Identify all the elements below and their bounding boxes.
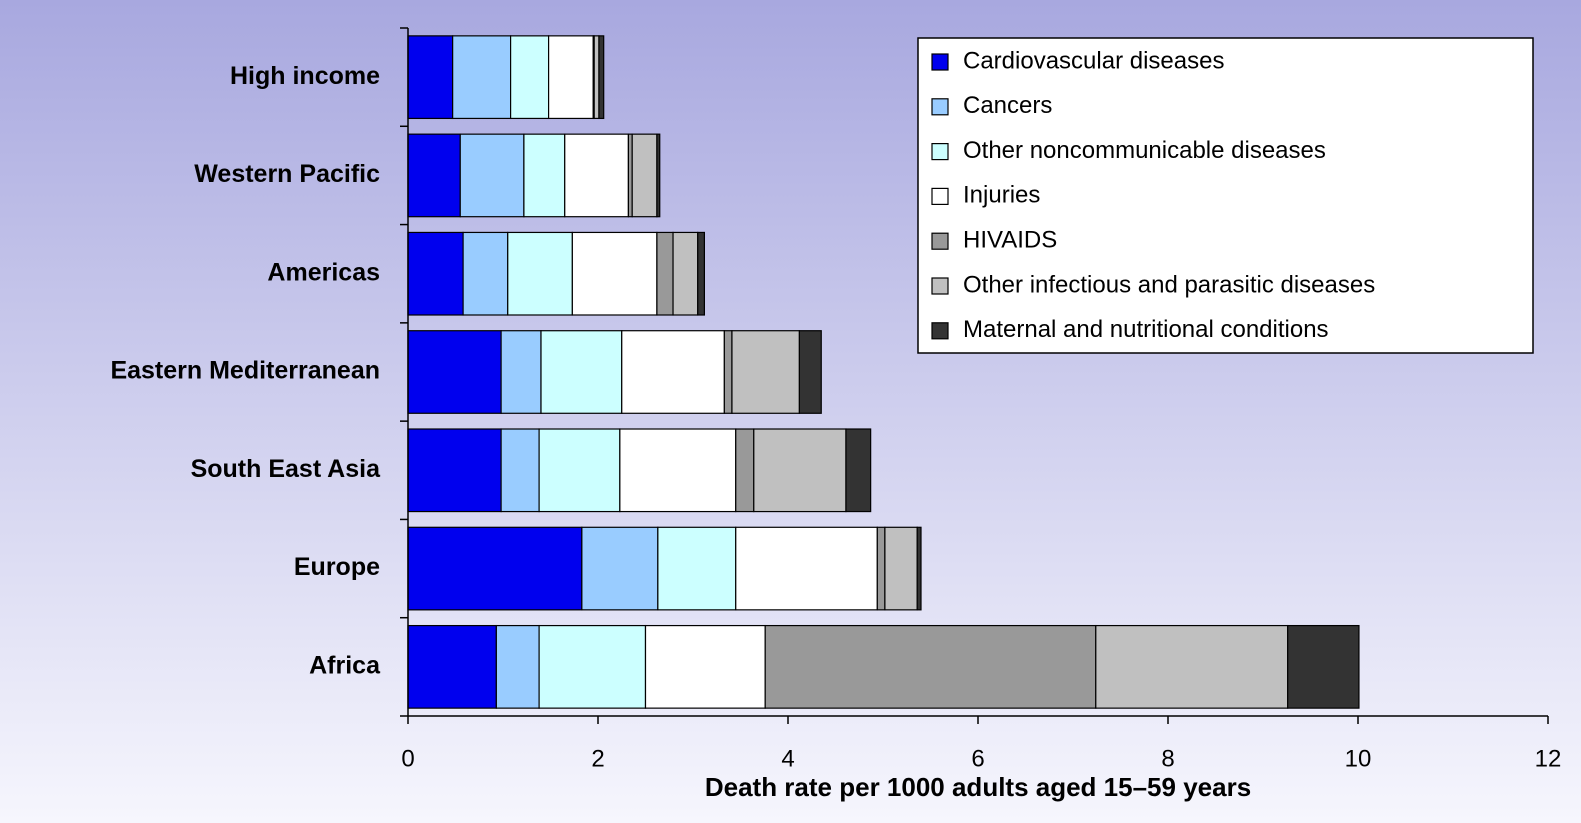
bar-segment [547, 35, 594, 120]
bar-segment [697, 231, 706, 316]
y-tick-label: Africa [309, 651, 381, 679]
legend-swatch [931, 53, 949, 71]
bar-segment [1287, 624, 1360, 709]
bar-segment [407, 428, 502, 513]
bar-segment [672, 231, 699, 316]
legend-swatch [931, 277, 949, 295]
bar-segment [540, 330, 623, 414]
y-tick-label: Western Pacific [194, 160, 380, 188]
x-tick-label: 6 [971, 745, 984, 772]
bar-segment [407, 133, 461, 218]
x-tick-label: 4 [781, 745, 794, 772]
legend-label: Cardiovascular diseases [963, 47, 1224, 74]
bar-segment [764, 624, 1097, 709]
y-tick-label: Eastern Mediterranean [110, 357, 380, 385]
bar-segment [500, 330, 542, 414]
bar-segment [407, 231, 464, 316]
bar-segment [571, 231, 658, 316]
bar-segment [510, 35, 550, 120]
bar-segment [407, 330, 502, 414]
bar-segment [407, 35, 454, 120]
legend-label: Other noncommunicable diseases [963, 137, 1326, 164]
bar-segment [523, 133, 566, 218]
bar-segment [462, 231, 509, 316]
y-tick-label: High income [230, 62, 380, 90]
bar-segment [452, 35, 512, 120]
bar-segment [593, 35, 600, 120]
bar-segment [407, 526, 583, 611]
x-tick-label: 12 [1535, 745, 1562, 772]
bar-segment [459, 133, 525, 218]
bar-segment [656, 231, 674, 316]
bar-segment [656, 133, 661, 218]
legend-swatch [931, 232, 949, 250]
bar-segment [407, 624, 497, 709]
x-axis-label: Death rate per 1000 adults aged 15–59 ye… [705, 772, 1251, 802]
bar-segment [916, 526, 922, 611]
bar-segment [538, 428, 621, 513]
bar-segment [581, 526, 659, 611]
x-tick-label: 0 [401, 745, 414, 772]
y-tick-label: Americas [267, 258, 380, 286]
bar-segment [621, 330, 725, 414]
legend-swatch [931, 143, 949, 161]
legend-swatch [931, 322, 949, 340]
x-tick-label: 10 [1345, 745, 1372, 772]
bar-segment [631, 133, 658, 218]
bar-segment [619, 428, 737, 513]
x-tick-label: 2 [591, 745, 604, 772]
bar-segment [723, 330, 733, 414]
bar-segment [735, 526, 878, 611]
bar-segment [500, 428, 540, 513]
bar-segment [876, 526, 886, 611]
bar-segment [564, 133, 630, 218]
x-tick-label: 8 [1161, 745, 1174, 772]
bar-segment [884, 526, 918, 611]
bar-segment [657, 526, 737, 611]
bar-segment [538, 624, 647, 709]
bar-segment [731, 330, 801, 414]
bar-segment [798, 330, 822, 414]
bar-segment [753, 428, 847, 513]
y-tick-label: South East Asia [191, 455, 381, 483]
bar-segment [735, 428, 755, 513]
legend-swatch [931, 98, 949, 116]
legend-label: Cancers [963, 92, 1052, 119]
bar-segment [495, 624, 540, 709]
bar-segment [644, 624, 766, 709]
legend-label: Other infectious and parasitic diseases [963, 271, 1375, 298]
bar-segment [598, 35, 605, 120]
legend-box [917, 37, 1534, 354]
bar-segment [1095, 624, 1289, 709]
bar-segment [507, 231, 573, 316]
legend-label: Maternal and nutritional conditions [963, 316, 1329, 343]
bar-segment [845, 428, 872, 513]
legend-label: Injuries [963, 182, 1040, 209]
legend-swatch [931, 187, 949, 205]
y-tick-label: Europe [294, 553, 380, 581]
legend-label: HIVAIDS [963, 227, 1057, 254]
